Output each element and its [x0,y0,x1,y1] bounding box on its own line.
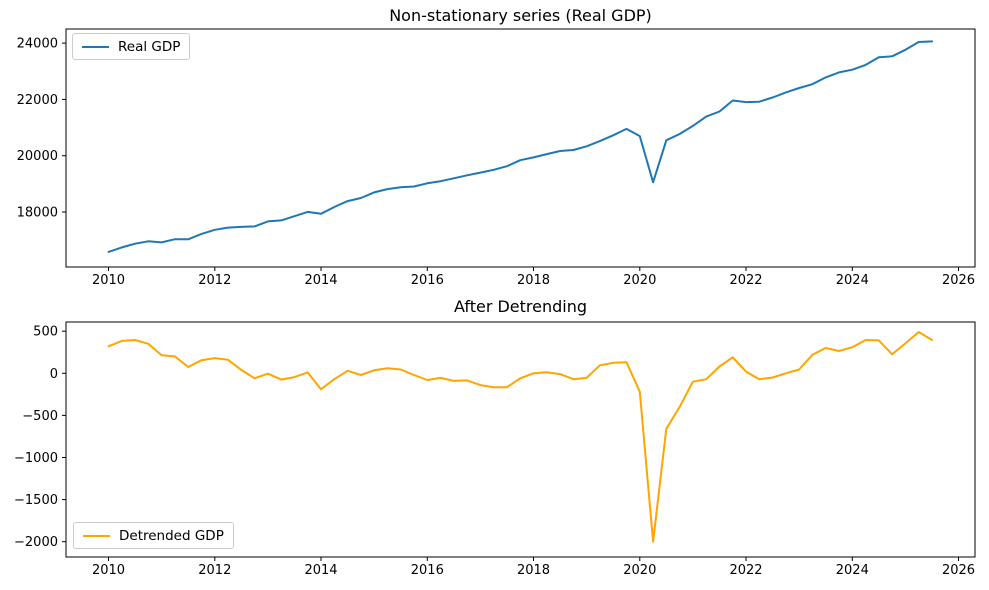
real-gdp-legend-line-icon [82,45,109,48]
detrended-gdp-x-tick-label: 2012 [198,563,231,578]
detrended-gdp-axes-frame [65,321,976,558]
real-gdp-y-tick-label: 24000 [17,37,58,52]
real-gdp-x-tick-label: 2012 [198,273,231,288]
bottom-chart-title: After Detrending [453,297,588,316]
detrended-gdp-legend: Detrended GDP [73,522,234,549]
detrended-gdp-x-tick-label: 2020 [623,563,656,578]
detrended-gdp-x-tick-label: 2026 [942,563,975,578]
real-gdp-x-tick-label: 2016 [411,273,444,288]
detrended-gdp-y-tick-label: −2000 [14,535,58,550]
real-gdp-legend: Real GDP [72,33,191,60]
real-gdp-x-tick-label: 2026 [942,273,975,288]
detrended-gdp-x-tick-label: 2010 [92,563,125,578]
top-chart-title: Non-stationary series (Real GDP) [389,6,652,25]
detrended-gdp-y-tick-label: −1500 [14,493,58,508]
detrended-gdp-x-tick-label: 2022 [729,563,762,578]
real-gdp-line [107,40,933,253]
detrended-gdp-x-tick-label: 2018 [517,563,550,578]
detrended-gdp-legend-label: Detrended GDP [119,527,224,544]
detrended-gdp-line [107,331,933,543]
detrended-gdp-y-tick-label: 0 [50,367,58,382]
real-gdp-legend-label: Real GDP [118,38,181,55]
detrended-gdp-y-tick-label: −1000 [14,451,58,466]
real-gdp-x-tick-label: 2010 [92,273,125,288]
detrended-gdp-x-tick-label: 2016 [411,563,444,578]
real-gdp-y-tick-label: 22000 [17,93,58,108]
real-gdp-x-tick-label: 2024 [836,273,869,288]
real-gdp-x-tick-label: 2018 [517,273,550,288]
detrended-gdp-legend-line-icon [83,534,110,537]
detrended-gdp-x-tick-label: 2024 [836,563,869,578]
real-gdp-x-tick-label: 2014 [304,273,337,288]
detrended-gdp-y-tick-label: 500 [33,325,58,340]
detrended-gdp-x-tick-label: 2014 [304,563,337,578]
real-gdp-y-tick-label: 20000 [17,149,58,164]
real-gdp-x-tick-label: 2020 [623,273,656,288]
real-gdp-axes-frame [65,28,976,268]
real-gdp-x-tick-label: 2022 [729,273,762,288]
real-gdp-y-tick-label: 18000 [17,206,58,221]
detrended-gdp-y-tick-label: −500 [22,409,58,424]
